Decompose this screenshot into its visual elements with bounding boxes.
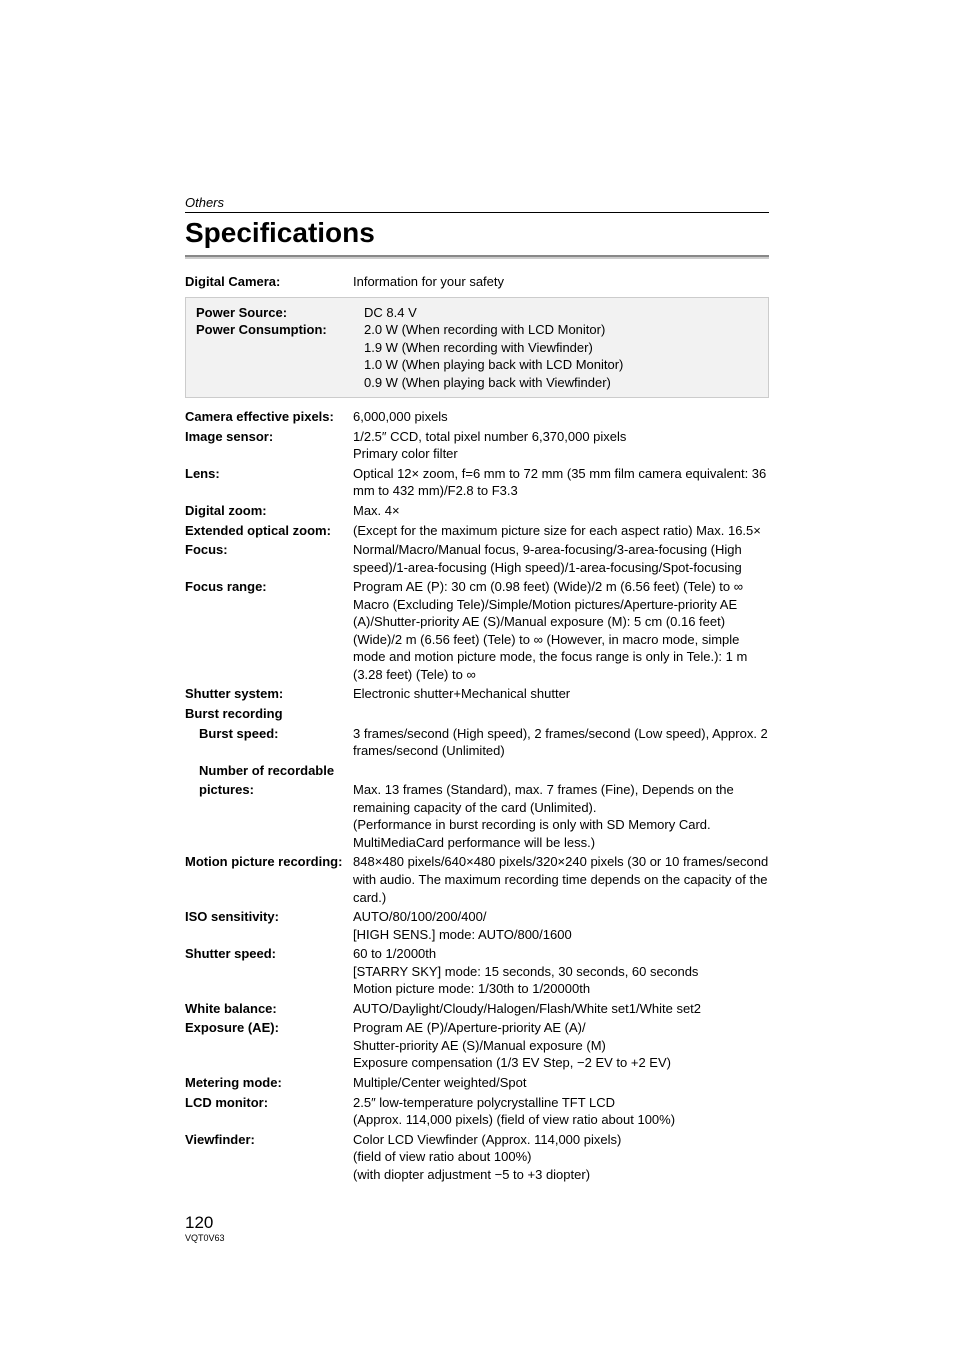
row-digital-zoom: Digital zoom: Max. 4× xyxy=(185,502,769,520)
pc-line-3: 0.9 W (When playing back with Viewfinder… xyxy=(364,374,758,392)
label-num-recordable-1: Number of recordable xyxy=(185,762,353,780)
row-viewfinder: Viewfinder: Color LCD Viewfinder (Approx… xyxy=(185,1131,769,1184)
value-image-sensor: 1/2.5″ CCD, total pixel number 6,370,000… xyxy=(353,428,769,463)
label-digital-zoom: Digital zoom: xyxy=(185,502,353,520)
value-shutter-system: Electronic shutter+Mechanical shutter xyxy=(353,685,769,703)
value-burst-speed: 3 frames/second (High speed), 2 frames/s… xyxy=(353,725,769,760)
value-viewfinder: Color LCD Viewfinder (Approx. 114,000 pi… xyxy=(353,1131,769,1184)
row-white-balance: White balance: AUTO/Daylight/Cloudy/Halo… xyxy=(185,1000,769,1018)
label-white-balance: White balance: xyxy=(185,1000,353,1018)
is-line-0: 1/2.5″ CCD, total pixel number 6,370,000… xyxy=(353,428,769,446)
value-metering: Multiple/Center weighted/Spot xyxy=(353,1074,769,1092)
value-shutter-speed: 60 to 1/2000th [STARRY SKY] mode: 15 sec… xyxy=(353,945,769,998)
row-metering: Metering mode: Multiple/Center weighted/… xyxy=(185,1074,769,1092)
page-container: Others Specifications Digital Camera: In… xyxy=(0,0,954,1243)
value-focus: Normal/Macro/Manual focus, 9-area-focusi… xyxy=(353,541,769,576)
label-ext-optical-zoom: Extended optical zoom: xyxy=(185,522,353,540)
ss-line-1: [STARRY SKY] mode: 15 seconds, 30 second… xyxy=(353,963,769,981)
value-effective-pixels: 6,000,000 pixels xyxy=(353,408,769,426)
lcd-line-1: (Approx. 114,000 pixels) (field of view … xyxy=(353,1111,769,1129)
label-shutter-system: Shutter system: xyxy=(185,685,353,703)
value-power-source: DC 8.4 V xyxy=(364,304,758,322)
label-lcd: LCD monitor: xyxy=(185,1094,353,1112)
ss-line-0: 60 to 1/2000th xyxy=(353,945,769,963)
lcd-line-0: 2.5″ low-temperature polycrystalline TFT… xyxy=(353,1094,769,1112)
row-num-recordable-1: Number of recordable xyxy=(185,762,769,780)
vf-line-2: (with diopter adjustment −5 to +3 diopte… xyxy=(353,1166,769,1184)
section-label: Others xyxy=(185,195,769,210)
exp-line-2: Exposure compensation (1/3 EV Step, −2 E… xyxy=(353,1054,769,1072)
value-lens: Optical 12× zoom, f=6 mm to 72 mm (35 mm… xyxy=(353,465,769,500)
label-motion-picture: Motion picture recording: xyxy=(185,853,353,871)
row-iso: ISO sensitivity: AUTO/80/100/200/400/ [H… xyxy=(185,908,769,943)
label-power-source: Power Source: xyxy=(196,304,364,322)
value-power-consumption: 2.0 W (When recording with LCD Monitor) … xyxy=(364,321,758,391)
pc-line-0: 2.0 W (When recording with LCD Monitor) xyxy=(364,321,758,339)
divider-thick xyxy=(185,255,769,259)
page-number: 120 xyxy=(185,1213,769,1233)
is-line-1: Primary color filter xyxy=(353,445,769,463)
label-exposure: Exposure (AE): xyxy=(185,1019,353,1037)
row-motion-picture: Motion picture recording: 848×480 pixels… xyxy=(185,853,769,906)
label-digital-camera: Digital Camera: xyxy=(185,273,353,291)
row-digital-camera: Digital Camera: Information for your saf… xyxy=(185,273,769,291)
label-focus-range: Focus range: xyxy=(185,578,353,596)
row-burst-recording: Burst recording xyxy=(185,705,769,723)
label-metering: Metering mode: xyxy=(185,1074,353,1092)
value-lcd: 2.5″ low-temperature polycrystalline TFT… xyxy=(353,1094,769,1129)
vf-line-1: (field of view ratio about 100%) xyxy=(353,1148,769,1166)
row-lcd: LCD monitor: 2.5″ low-temperature polycr… xyxy=(185,1094,769,1129)
page-title: Specifications xyxy=(185,217,769,249)
row-burst-speed: Burst speed: 3 frames/second (High speed… xyxy=(185,725,769,760)
nr-line-0: Max. 13 frames (Standard), max. 7 frames… xyxy=(353,781,769,816)
pc-line-2: 1.0 W (When playing back with LCD Monito… xyxy=(364,356,758,374)
divider-top xyxy=(185,212,769,213)
value-white-balance: AUTO/Daylight/Cloudy/Halogen/Flash/White… xyxy=(353,1000,769,1018)
row-exposure: Exposure (AE): Program AE (P)/Aperture-p… xyxy=(185,1019,769,1072)
label-burst-recording: Burst recording xyxy=(185,705,353,723)
value-digital-zoom: Max. 4× xyxy=(353,502,769,520)
label-viewfinder: Viewfinder: xyxy=(185,1131,353,1149)
value-iso: AUTO/80/100/200/400/ [HIGH SENS.] mode: … xyxy=(353,908,769,943)
label-num-recordable-2: pictures: xyxy=(185,781,353,799)
value-focus-range: Program AE (P): 30 cm (0.98 feet) (Wide)… xyxy=(353,578,769,683)
doc-code: VQT0V63 xyxy=(185,1233,769,1243)
row-power-consumption: Power Consumption: 2.0 W (When recording… xyxy=(186,321,768,391)
pc-line-1: 1.9 W (When recording with Viewfinder) xyxy=(364,339,758,357)
row-ext-optical-zoom: Extended optical zoom: (Except for the m… xyxy=(185,522,769,540)
label-shutter-speed: Shutter speed: xyxy=(185,945,353,963)
label-effective-pixels: Camera effective pixels: xyxy=(185,408,353,426)
value-ext-optical-zoom: (Except for the maximum picture size for… xyxy=(353,522,769,540)
power-box: Power Source: DC 8.4 V Power Consumption… xyxy=(185,297,769,399)
label-power-consumption: Power Consumption: xyxy=(196,321,364,339)
label-lens: Lens: xyxy=(185,465,353,483)
row-image-sensor: Image sensor: 1/2.5″ CCD, total pixel nu… xyxy=(185,428,769,463)
row-shutter-system: Shutter system: Electronic shutter+Mecha… xyxy=(185,685,769,703)
row-shutter-speed: Shutter speed: 60 to 1/2000th [STARRY SK… xyxy=(185,945,769,998)
page-footer: 120 VQT0V63 xyxy=(185,1213,769,1243)
label-focus: Focus: xyxy=(185,541,353,559)
vf-line-0: Color LCD Viewfinder (Approx. 114,000 pi… xyxy=(353,1131,769,1149)
label-iso: ISO sensitivity: xyxy=(185,908,353,926)
value-exposure: Program AE (P)/Aperture-priority AE (A)/… xyxy=(353,1019,769,1072)
exp-line-1: Shutter-priority AE (S)/Manual exposure … xyxy=(353,1037,769,1055)
row-num-recordable-2: pictures: Max. 13 frames (Standard), max… xyxy=(185,781,769,851)
row-focus-range: Focus range: Program AE (P): 30 cm (0.98… xyxy=(185,578,769,683)
nr-line-1: (Performance in burst recording is only … xyxy=(353,816,769,851)
row-lens: Lens: Optical 12× zoom, f=6 mm to 72 mm … xyxy=(185,465,769,500)
value-digital-camera: Information for your safety xyxy=(353,273,769,291)
ss-line-2: Motion picture mode: 1/30th to 1/20000th xyxy=(353,980,769,998)
row-focus: Focus: Normal/Macro/Manual focus, 9-area… xyxy=(185,541,769,576)
iso-line-1: [HIGH SENS.] mode: AUTO/800/1600 xyxy=(353,926,769,944)
label-image-sensor: Image sensor: xyxy=(185,428,353,446)
label-burst-speed: Burst speed: xyxy=(185,725,353,743)
iso-line-0: AUTO/80/100/200/400/ xyxy=(353,908,769,926)
row-effective-pixels: Camera effective pixels: 6,000,000 pixel… xyxy=(185,408,769,426)
value-motion-picture: 848×480 pixels/640×480 pixels/320×240 pi… xyxy=(353,853,769,906)
exp-line-0: Program AE (P)/Aperture-priority AE (A)/ xyxy=(353,1019,769,1037)
row-power-source: Power Source: DC 8.4 V xyxy=(186,304,768,322)
value-num-recordable-2: Max. 13 frames (Standard), max. 7 frames… xyxy=(353,781,769,851)
